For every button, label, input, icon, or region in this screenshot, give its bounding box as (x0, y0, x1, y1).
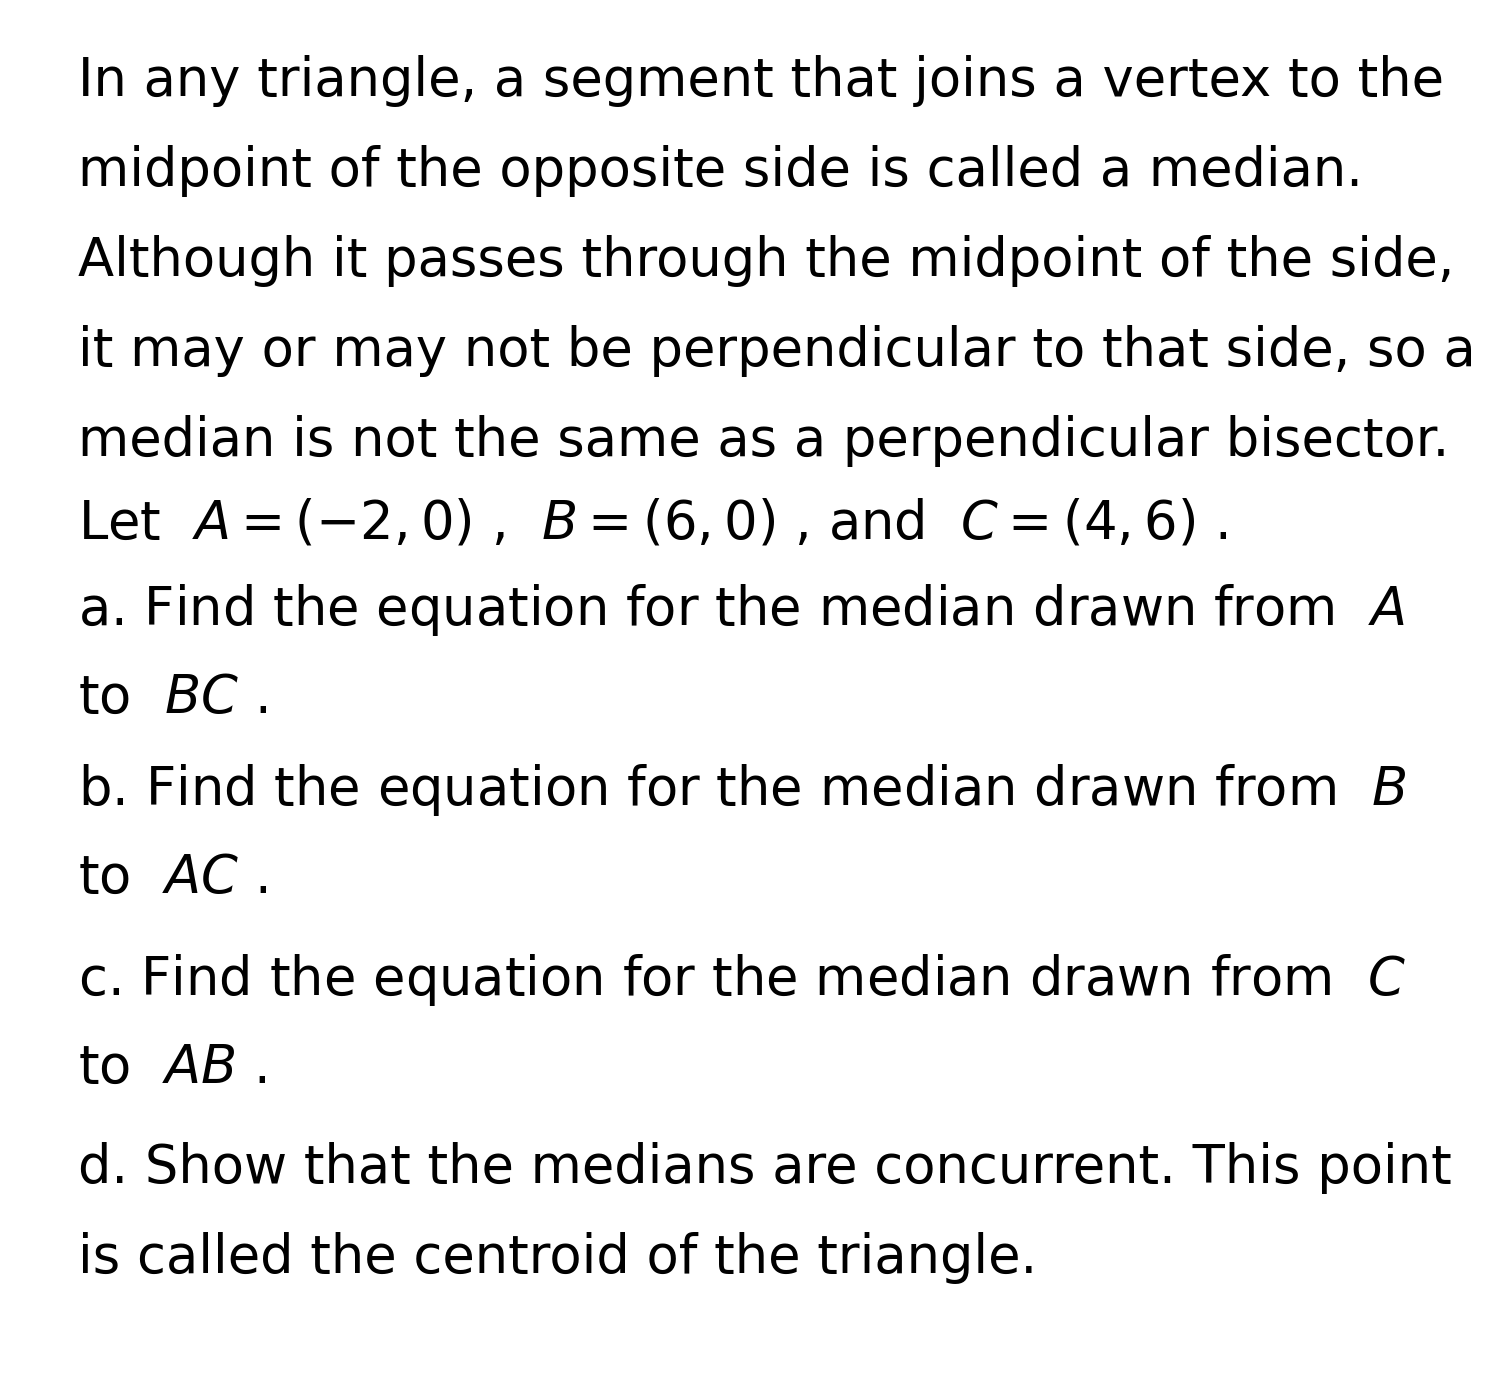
Text: median is not the same as a perpendicular bisector.: median is not the same as a perpendicula… (78, 414, 1449, 468)
Text: it may or may not be perpendicular to that side, so a: it may or may not be perpendicular to th… (78, 325, 1476, 377)
Text: to  $AB$ .: to $AB$ . (78, 1042, 267, 1093)
Text: In any triangle, a segment that joins a vertex to the: In any triangle, a segment that joins a … (78, 55, 1444, 106)
Text: b. Find the equation for the median drawn from  $B$: b. Find the equation for the median draw… (78, 762, 1407, 818)
Text: c. Find the equation for the median drawn from  $C$: c. Find the equation for the median draw… (78, 952, 1406, 1008)
Text: d. Show that the medians are concurrent. This point: d. Show that the medians are concurrent.… (78, 1142, 1452, 1194)
Text: Let  $A = (-2, 0)$ ,  $B = (6, 0)$ , and  $C = (4, 6)$ .: Let $A = (-2, 0)$ , $B = (6, 0)$ , and $… (78, 498, 1227, 550)
Text: midpoint of the opposite side is called a median.: midpoint of the opposite side is called … (78, 146, 1364, 197)
Text: is called the centroid of the triangle.: is called the centroid of the triangle. (78, 1232, 1038, 1284)
Text: to  $AC$ .: to $AC$ . (78, 853, 267, 904)
Text: to  $BC$ .: to $BC$ . (78, 672, 267, 724)
Text: Although it passes through the midpoint of the side,: Although it passes through the midpoint … (78, 235, 1455, 287)
Text: a. Find the equation for the median drawn from  $A$: a. Find the equation for the median draw… (78, 582, 1406, 638)
